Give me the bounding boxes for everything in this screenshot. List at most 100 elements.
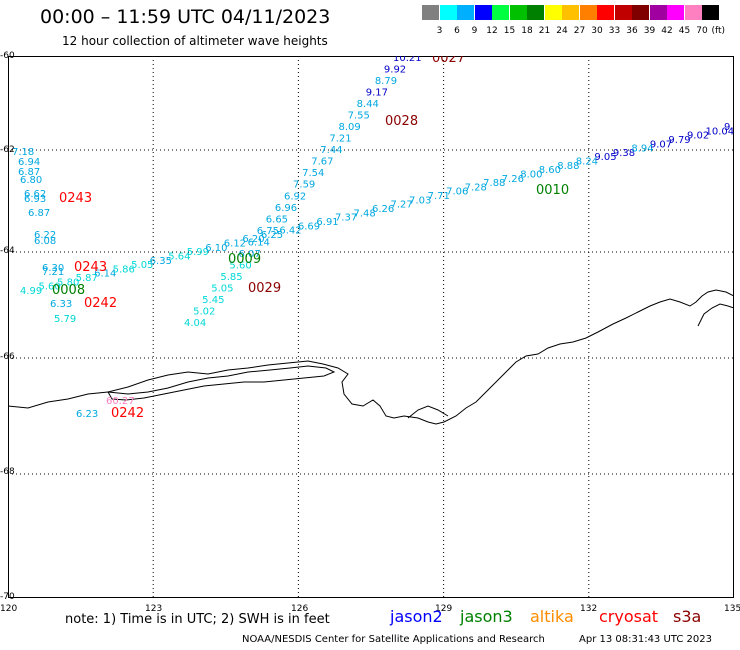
- track-c-swh-label: 6.80: [20, 175, 42, 186]
- track-a-swh-label: 4.04: [184, 318, 206, 329]
- track-c-swh-label: 6.22: [34, 230, 56, 241]
- track-b-swh-label: 8.24: [576, 157, 598, 168]
- antarctic-coastline: [8, 289, 734, 425]
- coastal-swh-label: 6.23: [76, 409, 98, 420]
- lat-label-68: -68: [0, 467, 15, 477]
- inland-contour: [407, 405, 449, 419]
- track-c-swh-label: 6.87: [18, 167, 40, 178]
- scale-swatch: [579, 5, 597, 20]
- track-b-swh-label: 8.60: [539, 165, 561, 176]
- scale-label: 45: [678, 26, 691, 36]
- satellite-jason3: jason3: [460, 607, 513, 626]
- lat-label-70: -70: [0, 592, 15, 602]
- scale-label: 70: [696, 26, 708, 36]
- lat-label-60: -60: [0, 51, 15, 61]
- ice-shelf-edge: [107, 365, 336, 401]
- scale-swatch: [492, 5, 509, 20]
- track-a-swh-label: 6.14: [248, 237, 270, 248]
- footer-timestamp: Apr 13 08:31:43 UTC 2023: [579, 634, 712, 645]
- track-c-swh-label: 7.18: [12, 147, 34, 158]
- scale-label: 21: [538, 26, 551, 36]
- satellite-cryosat: cryosat: [599, 607, 659, 626]
- pass-time-label: 0028: [385, 114, 418, 129]
- scale-swatch: [509, 5, 527, 20]
- track-b-swh-label: 9.79: [668, 135, 690, 146]
- track-a-swh-label: 9.17: [366, 88, 388, 99]
- track-c-swh-label: 6.33: [50, 299, 72, 310]
- coastal-swh-label: 60.27: [106, 396, 135, 407]
- wave-height-labels: 4.045.025.455.055.855.606.076.146.756.65…: [12, 56, 734, 421]
- track-a-swh-label: 10.21: [393, 56, 422, 64]
- track-a-swh-label: 6.92: [284, 191, 306, 202]
- scale-label: 33: [608, 26, 621, 36]
- track-a-swh-label: 5.60: [229, 260, 251, 271]
- track-a-swh-label: 6.65: [266, 214, 288, 225]
- track-b-swh-label: 7.37: [335, 213, 357, 224]
- track-a-swh-label: 7.55: [348, 111, 370, 122]
- map-frame: [8, 56, 734, 598]
- track-a-swh-label: 5.45: [202, 295, 224, 306]
- track-b-swh-label: 7.26: [502, 174, 524, 185]
- track-b-swh-label: 6.10: [205, 243, 227, 254]
- lon-label-135: 135: [724, 604, 740, 614]
- track-c-swh-label: 6.94: [18, 157, 40, 168]
- scale-swatch: [632, 5, 649, 20]
- scale-swatch: [474, 5, 492, 20]
- track-a-swh-label: 6.96: [275, 203, 297, 214]
- track-b-swh-label: 7.48: [353, 208, 375, 219]
- track-a-swh-label: 5.02: [193, 306, 215, 317]
- scale-label: 39: [643, 26, 656, 36]
- pass-time-label: 0242: [111, 406, 144, 421]
- track-b-swh-label: 9.38: [613, 148, 635, 159]
- track-c-swh-label: 6.30: [42, 263, 64, 274]
- track-a-swh-label: 6.07: [239, 249, 261, 260]
- scale-swatch: [527, 5, 544, 20]
- lon-label-123: 123: [145, 604, 163, 614]
- track-a-swh-label: 8.79: [375, 76, 397, 87]
- track-a-swh-label: 6.75: [257, 226, 279, 237]
- scale-label: 18: [521, 26, 533, 36]
- scale-swatch: [597, 5, 614, 20]
- track-a-swh-label: 7.67: [311, 157, 333, 168]
- track-b-swh-label: 5.99: [187, 247, 209, 258]
- track-b-swh-label: 9.07: [650, 139, 672, 150]
- scale-swatch: [667, 5, 684, 20]
- track-a-swh-label: 8.44: [357, 99, 379, 110]
- lon-label-120: 120: [0, 604, 18, 614]
- track-b-swh-label: 7.27: [391, 200, 413, 211]
- track-b-swh-label: 8.88: [557, 161, 579, 172]
- track-b-swh-label: 6.14: [94, 269, 116, 280]
- footer-credit: NOAA/NESDIS Center for Satellite Applica…: [242, 634, 545, 645]
- track-a-swh-label: 7.59: [293, 180, 315, 191]
- track-c-swh-label: 6.93: [24, 194, 46, 205]
- pass-time-label: 0243: [74, 260, 107, 275]
- track-b-swh-label: 5.64: [168, 251, 190, 262]
- scale-label: 27: [573, 26, 586, 36]
- scale-swatch: [422, 5, 439, 20]
- scale-unit-label: (ft): [711, 26, 726, 36]
- track-b-swh-label: 9.02: [687, 131, 709, 142]
- scale-label: 15: [503, 26, 516, 36]
- scale-swatch: [544, 5, 562, 20]
- map-subtitle: 12 hour collection of altimeter wave hei…: [62, 34, 328, 48]
- scale-swatch: [439, 5, 457, 20]
- track-b-swh-label: 6.69: [298, 221, 320, 232]
- lon-label-129: 129: [435, 604, 453, 614]
- pass-time-label: 0243: [59, 191, 92, 206]
- coastline-path: [8, 289, 734, 425]
- scale-swatch: [614, 5, 632, 20]
- scale-label: 36: [626, 26, 638, 36]
- scale-label: 9: [471, 26, 478, 36]
- map-grid: [8, 56, 734, 598]
- pass-time-label: 0027: [432, 56, 465, 66]
- pass-time-label: 0008: [52, 283, 85, 298]
- track-b-swh-label: 7.03: [409, 195, 431, 206]
- lat-label-66: -66: [0, 352, 15, 362]
- track-c-swh-label: 6.87: [28, 208, 50, 219]
- scale-label: 3: [436, 26, 443, 36]
- track-b-swh-label: 8.00: [520, 169, 542, 180]
- track-c-swh-label: 6.08: [34, 236, 56, 247]
- map-title: 00:00 – 11:59 UTC 04/11/2023: [40, 6, 331, 28]
- scale-swatch: [649, 5, 667, 20]
